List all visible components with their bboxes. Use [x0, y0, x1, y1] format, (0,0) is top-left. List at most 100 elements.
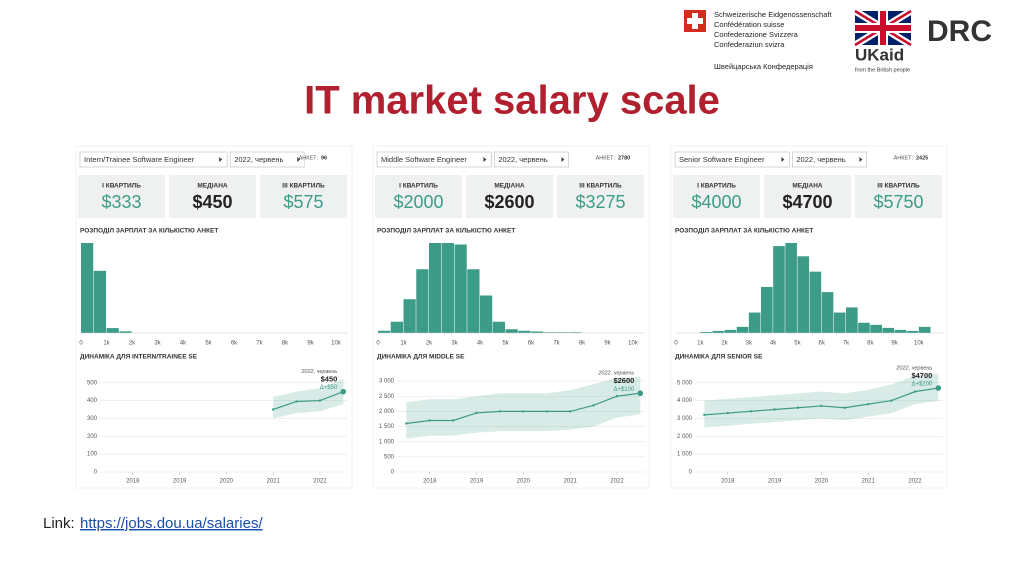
- y-tick-label: 1 000: [677, 452, 693, 458]
- x-tick-label: 4k: [770, 341, 777, 347]
- period-text: 2022, червень: [796, 155, 845, 164]
- link[interactable]: https://jobs.dou.ua/salaries/: [80, 515, 263, 532]
- role-text: Intern/Trainee Software Engineer: [84, 155, 195, 164]
- ukaid: UKaid: [855, 45, 904, 64]
- x-tick-label: 6k: [819, 341, 826, 347]
- responses-label: АНКЕТ:: [299, 155, 319, 161]
- role-dropdown[interactable]: [674, 151, 790, 168]
- quartile-box: [466, 175, 553, 218]
- swiss-name: Confédération suisse: [714, 20, 784, 29]
- x-tick-label: 2019: [470, 479, 484, 485]
- x-tick-label: 6k: [528, 341, 535, 347]
- quartile-value: $575: [283, 192, 323, 212]
- trend-line: [272, 391, 344, 411]
- role-dropdown[interactable]: [376, 151, 492, 168]
- x-tick-label: 4k: [477, 341, 484, 347]
- quartile-value: $333: [101, 192, 141, 212]
- x-tick-label: 3k: [154, 341, 161, 347]
- x-tick-label: 5k: [205, 341, 212, 347]
- quartile-box: [78, 175, 165, 218]
- period-dropdown[interactable]: [494, 151, 569, 168]
- trend-point: [340, 388, 347, 395]
- quartile-label: I КВАРТИЛЬ: [697, 183, 736, 190]
- x-tick-label: 3k: [746, 341, 753, 347]
- period-dropdown[interactable]: [229, 151, 305, 168]
- trend-point: [726, 411, 729, 415]
- x-tick-label: 2020: [815, 479, 829, 485]
- trend-point: [451, 419, 455, 422]
- period-text: 2022, червень: [498, 155, 547, 164]
- y-tick-label: 100: [87, 452, 98, 458]
- y-tick-label: 300: [87, 416, 98, 422]
- slide-title: IT market salary scale: [304, 79, 720, 123]
- hist-bar: [531, 331, 544, 333]
- hist-bar: [882, 327, 895, 333]
- trend-point: [592, 404, 595, 407]
- trend-point: [271, 408, 275, 411]
- x-tick-label: 2020: [517, 479, 531, 485]
- hist-bar: [833, 312, 846, 333]
- quartile-label: МЕДІАНА: [792, 183, 823, 190]
- x-tick-label: 8k: [579, 341, 586, 347]
- x-tick-label: 0: [79, 341, 83, 347]
- quartile-band: [406, 376, 641, 439]
- period-text: 2022, червень: [234, 155, 283, 164]
- hist-title: РОЗПОДІЛ ЗАРПЛАТ ЗА КІЛЬКІСТЮ АНКЕТ: [377, 228, 515, 235]
- quartile-box: [855, 175, 942, 218]
- x-tick-label: 2021: [563, 479, 577, 485]
- x-tick-label: 2018: [423, 479, 437, 485]
- trend-point: [498, 410, 502, 413]
- trend-title: ДИНАМІКА ДЛЯ SENIOR SE: [675, 354, 763, 361]
- annotation-delta: Δ+$200: [911, 382, 933, 388]
- quartile-box: [764, 175, 851, 218]
- hist-bar: [119, 331, 132, 333]
- trend-point: [820, 404, 823, 408]
- responses-count: 2425: [916, 155, 928, 161]
- hist-bar: [700, 331, 712, 333]
- trend-title: ДИНАМІКА ДЛЯ MIDDLE SE: [377, 354, 465, 361]
- quartile-box: [673, 175, 760, 218]
- quartile-value: $3275: [575, 192, 625, 212]
- hist-bar: [441, 243, 454, 333]
- y-tick-label: 0: [94, 470, 98, 476]
- trend-point: [935, 385, 942, 391]
- link-label: Link:: [43, 515, 75, 532]
- x-tick-label: 2018: [721, 479, 735, 485]
- hist-bar: [858, 322, 870, 333]
- quartile-box: [260, 175, 347, 218]
- trend-point: [913, 390, 917, 393]
- hist-bar: [773, 246, 785, 333]
- x-tick-label: 8k: [282, 341, 289, 347]
- hist-bar: [761, 286, 773, 333]
- x-tick-label: 3k: [451, 341, 458, 347]
- annotation-value: $450: [321, 375, 338, 384]
- trend-point: [545, 410, 548, 413]
- quartile-label: МЕДІАНА: [494, 183, 525, 190]
- trend-point: [749, 410, 753, 413]
- trend-point: [568, 410, 572, 413]
- y-tick-label: 1 000: [379, 439, 395, 445]
- quartile-band: [704, 373, 939, 428]
- hist-bar: [785, 243, 797, 333]
- x-tick-label: 10k: [331, 341, 342, 347]
- hist-bar: [390, 321, 403, 333]
- hist-bar: [403, 299, 416, 333]
- y-tick-label: 0: [689, 470, 693, 476]
- uk-flag: [853, 8, 913, 48]
- hist-bar: [797, 256, 810, 333]
- x-tick-label: 10k: [628, 341, 639, 347]
- x-tick-label: 2022: [610, 479, 624, 485]
- period-dropdown[interactable]: [792, 151, 867, 168]
- x-tick-label: 2022: [313, 479, 327, 485]
- trend-point: [475, 411, 478, 415]
- trend-point: [428, 419, 431, 422]
- role-dropdown[interactable]: [79, 151, 228, 168]
- x-tick-label: 2018: [126, 479, 140, 485]
- trend-point: [405, 422, 408, 425]
- trend-title: ДИНАМІКА ДЛЯ INTERN/TRAINEE SE: [80, 354, 198, 361]
- quartile-label: III КВАРТИЛЬ: [282, 183, 325, 190]
- dropdown-arrow: [561, 157, 565, 162]
- y-tick-label: 2 000: [677, 434, 693, 440]
- trend-point: [615, 395, 619, 398]
- y-tick-label: 0: [391, 470, 395, 476]
